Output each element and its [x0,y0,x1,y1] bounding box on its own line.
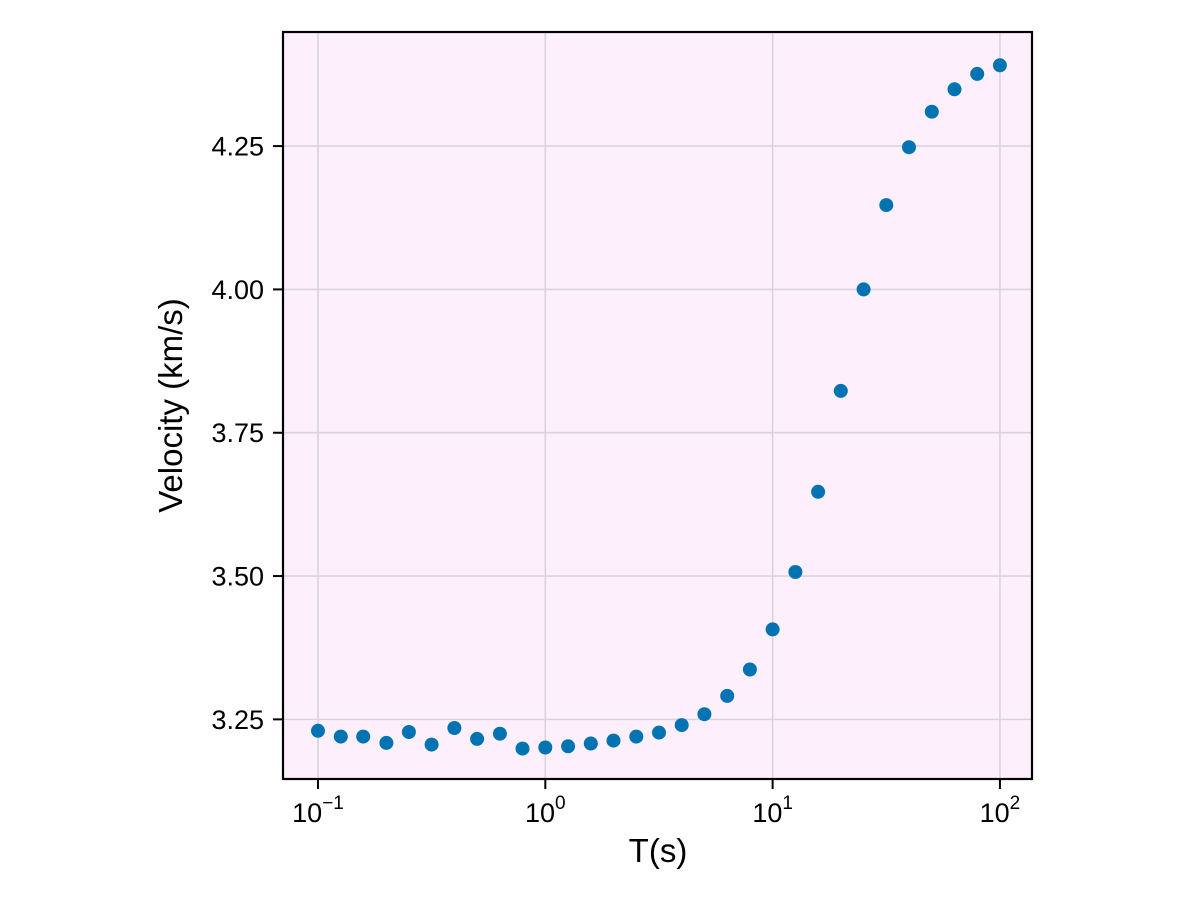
data-point [992,58,1007,73]
plot-border [281,30,1034,781]
data-point [356,729,371,744]
y-tick-label: 3.25 [211,705,264,735]
data-point [674,718,689,733]
data-point [401,725,416,739]
data-point [856,282,871,297]
data-point [765,622,780,637]
x-tick-label: 100 [525,793,566,828]
data-point [902,140,916,155]
data-point [447,721,462,735]
data-point [924,104,939,119]
data-point [606,733,621,748]
data-point [970,66,985,81]
data-point [833,383,848,398]
data-point [515,741,530,756]
data-point [879,198,894,213]
x-axis-label: T(s) [629,832,688,869]
y-tick-label: 4.25 [211,132,264,162]
y-tick-label: 3.50 [211,562,264,592]
gridlines [283,32,1032,779]
data-point [652,725,666,740]
data-point [561,739,576,754]
axis-ticks [273,145,1001,789]
data-point [720,688,735,703]
data-point [697,707,712,722]
data-point [629,729,644,744]
x-tick-label: 102 [980,793,1021,828]
y-tick-label: 4.00 [211,275,264,305]
data-point [788,565,803,579]
data-points [311,58,1007,756]
data-point [538,740,553,755]
data-point [379,735,394,750]
data-point [470,731,485,746]
data-point [424,737,439,752]
data-point [811,484,826,499]
y-tick-label: 3.75 [211,418,264,448]
tick-labels: 10−1 100 101 102 3.25 3.50 3.75 4.00 4.25 [211,132,1020,828]
x-tick-label: 101 [752,793,793,828]
plot-background [283,32,1032,779]
y-axis-label: Velocity (km/s) [152,298,189,513]
x-tick-label: 10−1 [292,793,344,828]
data-point [311,723,325,738]
data-point [492,726,507,741]
data-point [583,736,598,751]
data-point [947,82,962,97]
data-point [333,729,348,744]
data-point [742,662,757,677]
